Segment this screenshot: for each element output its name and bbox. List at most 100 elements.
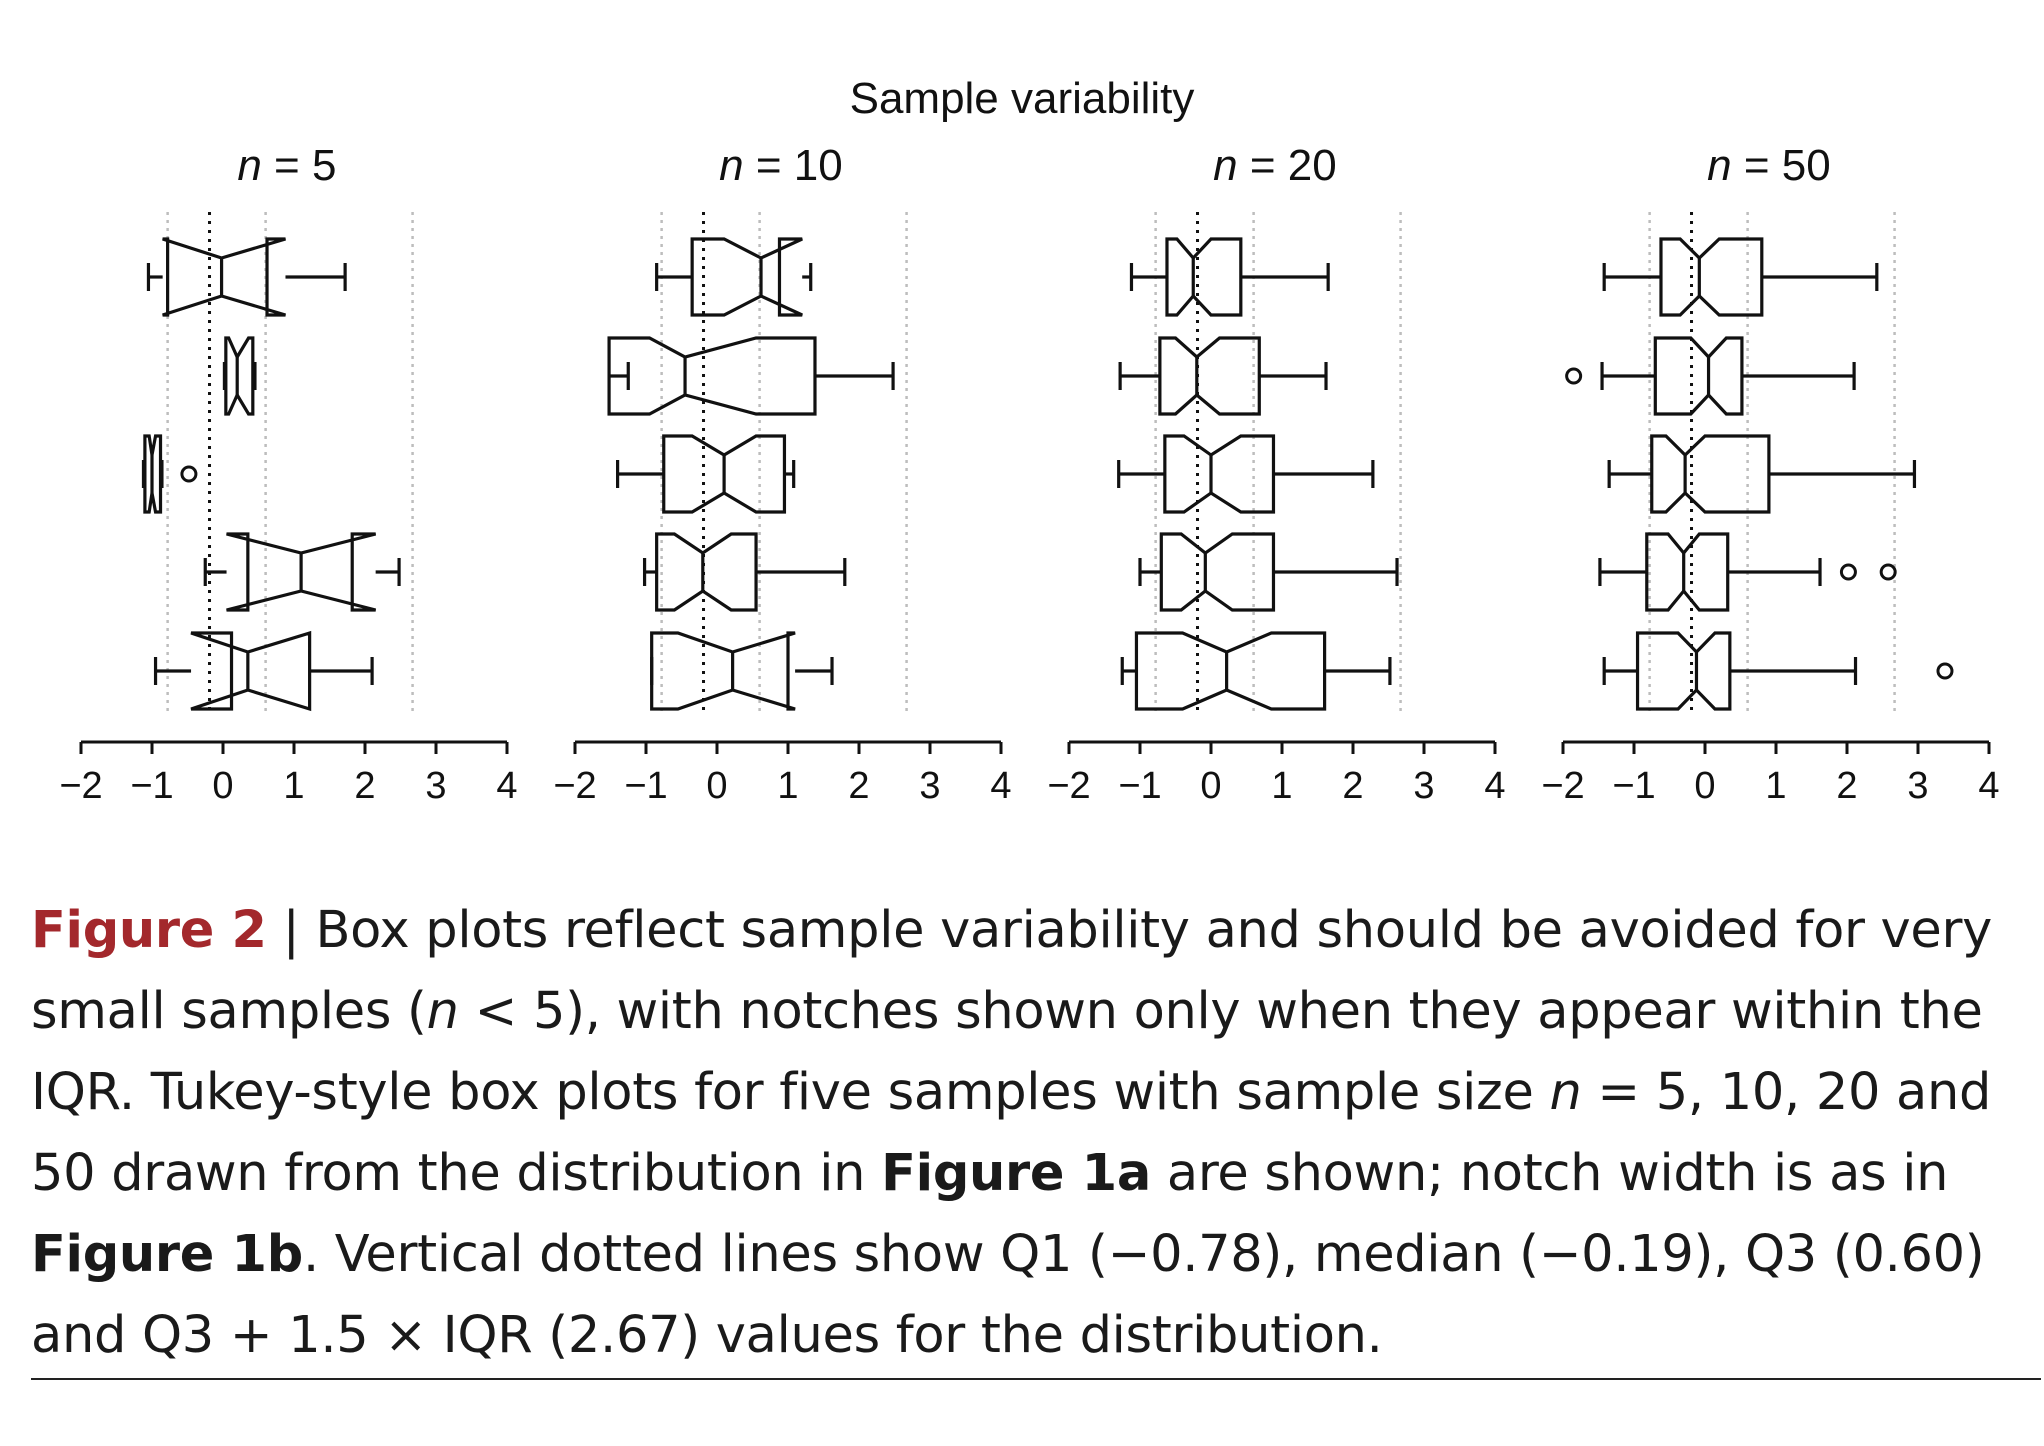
- x-axis: −2 −1 0 1 2 3 4: [1047, 740, 1506, 807]
- tick-label: −1: [1118, 765, 1161, 807]
- caption-rule: [31, 1378, 2041, 1380]
- panels: n = 5 −2 −1 0 1 2 3 4 n = 10 −2 −1 0 1 2 3 4 n = 20 −2 −1 0…: [59, 141, 1999, 807]
- box-5: [650, 631, 834, 711]
- panel-3: n = 20 −2 −1 0 1 2 3 4: [1047, 141, 1505, 807]
- figure-caption: Figure 2 | Box plots reflect sample vari…: [31, 890, 2021, 1376]
- notched-box: [1158, 336, 1261, 416]
- notched-box: [655, 532, 758, 612]
- panel-1: n = 5 −2 −1 0 1 2 3 4: [59, 141, 517, 807]
- box-4: [203, 532, 401, 612]
- box-5: [1120, 631, 1392, 711]
- notched-box: [1653, 336, 1744, 416]
- notched-box: [143, 434, 163, 514]
- box-3: [615, 434, 796, 514]
- notched-box: [650, 631, 796, 711]
- caption-text: Box plots reflect sample variability and…: [31, 901, 1993, 1041]
- panel-label: n = 5: [237, 141, 336, 190]
- tick-label: 2: [354, 765, 375, 807]
- tick-label: −1: [130, 765, 173, 807]
- caption-text: = 5, 10, 20 and 50 drawn from the distri…: [31, 1063, 1992, 1203]
- caption-text: n: [426, 982, 459, 1041]
- tick-label: −2: [1541, 765, 1584, 807]
- tick-label: 3: [425, 765, 446, 807]
- panel-label: n = 20: [1213, 141, 1337, 190]
- tick-label: −2: [59, 765, 102, 807]
- tick-label: 2: [1836, 765, 1857, 807]
- notched-box: [1163, 434, 1276, 514]
- tick-label: 3: [1413, 765, 1434, 807]
- caption-text: Figure 1b: [31, 1225, 303, 1284]
- tick-label: 2: [848, 765, 869, 807]
- tick-label: 3: [1907, 765, 1928, 807]
- x-axis: −2 −1 0 1 2 3 4: [553, 740, 1012, 807]
- tick-label: −1: [624, 765, 667, 807]
- tick-label: −1: [1612, 765, 1655, 807]
- notched-box: [1159, 532, 1276, 612]
- notched-box: [1635, 631, 1732, 711]
- caption-text: are shown; notch width is as in: [1150, 1144, 1949, 1203]
- tick-label: 1: [1271, 765, 1292, 807]
- tick-label: 3: [919, 765, 940, 807]
- caption-text: . Vertical dotted lines show Q1 (−0.78),…: [31, 1225, 1985, 1365]
- caption-text: n: [1549, 1063, 1582, 1122]
- box-2: [222, 336, 257, 416]
- panel-2: n = 10 −2 −1 0 1 2 3 4: [553, 141, 1011, 807]
- box-5: [1602, 631, 1954, 711]
- box-1: [146, 237, 347, 317]
- panel-label: n = 10: [719, 141, 843, 190]
- tick-label: 4: [1978, 765, 1999, 807]
- outlier-point: [1936, 662, 1954, 680]
- box-3: [1607, 434, 1917, 514]
- panel-label: n = 50: [1707, 141, 1831, 190]
- box-4: [1598, 532, 1897, 612]
- notched-box: [1650, 434, 1771, 514]
- tick-label: 4: [1484, 765, 1505, 807]
- box-1: [1129, 237, 1330, 317]
- outlier-point: [180, 465, 198, 483]
- tick-label: 1: [283, 765, 304, 807]
- notched-box: [190, 630, 312, 712]
- caption-text: Figure 1a: [881, 1144, 1151, 1203]
- box-5: [153, 630, 374, 712]
- tick-label: 1: [1765, 765, 1786, 807]
- tick-label: 2: [1342, 765, 1363, 807]
- chart-title: Sample variability: [850, 74, 1195, 123]
- figure-label: Figure 2: [31, 901, 267, 960]
- box-plot-figure: Sample variability n = 5 −2 −1 0 1 2 3 4 n = 10 −…: [59, 74, 1999, 807]
- notched-box: [226, 532, 377, 612]
- notched-box: [224, 336, 255, 416]
- notched-box: [690, 237, 803, 317]
- box-1: [655, 237, 813, 317]
- tick-label: 4: [496, 765, 517, 807]
- box-2: [607, 336, 895, 416]
- outlier-point: [1879, 563, 1897, 581]
- tick-label: 0: [212, 765, 233, 807]
- tick-label: −2: [1047, 765, 1090, 807]
- tick-label: 1: [777, 765, 798, 807]
- caption-separator: |: [266, 901, 316, 960]
- box-2: [1118, 336, 1328, 416]
- box-4: [642, 532, 847, 612]
- notched-box: [162, 237, 286, 317]
- box-4: [1138, 532, 1399, 612]
- box-2: [1565, 336, 1856, 416]
- notched-box: [662, 434, 787, 514]
- box-3: [1117, 434, 1375, 514]
- box-3: [141, 434, 198, 514]
- panel-4: n = 50 −2 −1 0 1 2 3 4: [1541, 141, 1999, 807]
- tick-label: 0: [706, 765, 727, 807]
- notched-box: [1165, 237, 1243, 317]
- tick-label: −2: [553, 765, 596, 807]
- tick-label: 0: [1694, 765, 1715, 807]
- x-axis: −2 −1 0 1 2 3 4: [59, 740, 518, 807]
- tick-label: 4: [990, 765, 1011, 807]
- notched-box: [1134, 631, 1327, 711]
- notched-box: [1659, 237, 1764, 317]
- tick-label: 0: [1200, 765, 1221, 807]
- box-1: [1602, 237, 1879, 317]
- outlier-point: [1839, 563, 1857, 581]
- notched-box: [1645, 532, 1730, 612]
- x-axis: −2 −1 0 1 2 3 4: [1541, 740, 2000, 807]
- notched-box: [607, 336, 817, 416]
- outlier-point: [1565, 367, 1583, 385]
